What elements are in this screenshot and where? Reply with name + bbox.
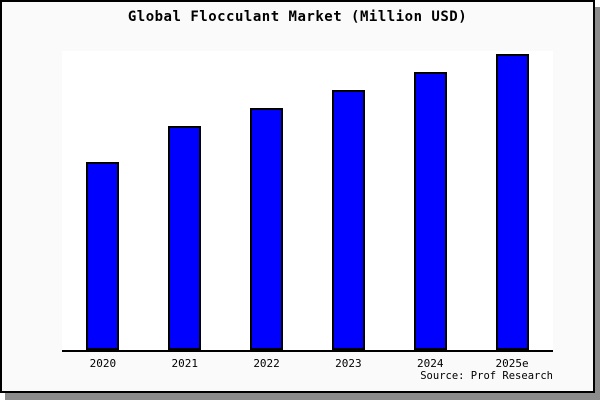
x-axis-line xyxy=(62,350,553,352)
bar-2021 xyxy=(168,126,201,350)
chart-frame: Global Flocculant Market (Million USD) 2… xyxy=(0,0,595,393)
bar-2025e xyxy=(496,54,529,350)
x-tick-label-2021: 2021 xyxy=(171,357,198,370)
plot-area xyxy=(62,51,553,350)
x-tick-label-2025e: 2025e xyxy=(495,357,529,370)
bar-2024 xyxy=(414,72,447,350)
x-tick-label-2023: 2023 xyxy=(335,357,362,370)
x-tick-label-2022: 2022 xyxy=(253,357,280,370)
chart-title: Global Flocculant Market (Million USD) xyxy=(127,9,468,25)
x-tick-label-2020: 2020 xyxy=(89,357,117,370)
bar-2022 xyxy=(250,108,283,350)
source-credit: Source: Prof Research xyxy=(420,370,553,382)
bar-2020 xyxy=(86,162,119,350)
bar-2023 xyxy=(332,90,365,350)
x-tick-label-2024: 2024 xyxy=(416,357,444,370)
x-axis-tick-labels: 2020 2021 2022 2023 2024 2025e xyxy=(62,357,553,370)
